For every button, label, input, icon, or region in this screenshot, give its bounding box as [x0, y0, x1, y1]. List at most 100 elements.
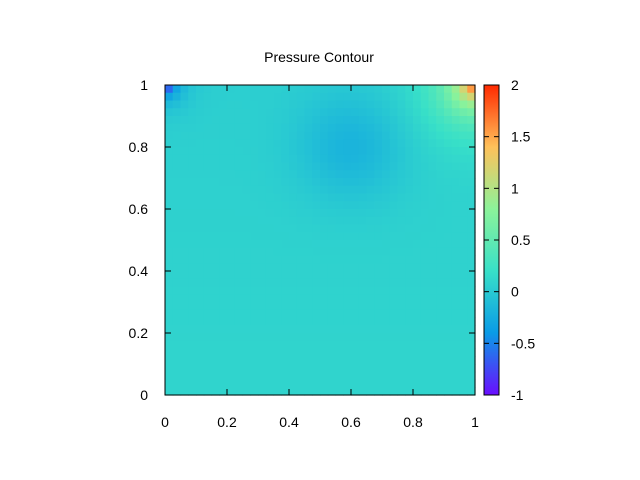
heatmap-cell — [281, 278, 290, 288]
heatmap-cell — [366, 286, 375, 295]
heatmap-cell — [289, 147, 298, 156]
heatmap-cell — [180, 193, 189, 202]
heatmap-cell — [405, 154, 414, 164]
heatmap-cell — [250, 325, 259, 334]
heatmap-cell — [467, 216, 476, 226]
heatmap-cell — [196, 278, 205, 288]
heatmap-cell — [312, 302, 321, 311]
heatmap-cell — [389, 193, 399, 202]
heatmap-cell — [227, 302, 236, 311]
heatmap-cell — [451, 178, 461, 187]
heatmap-cell — [436, 309, 445, 319]
heatmap-cell — [234, 170, 244, 179]
heatmap-cell — [320, 317, 329, 326]
heatmap-cell — [296, 216, 306, 226]
heatmap-cell — [358, 209, 368, 218]
heatmap-cell — [451, 309, 461, 319]
heatmap-cell — [172, 85, 182, 94]
heatmap-cell — [343, 209, 352, 218]
heatmap-cell — [451, 271, 461, 280]
heatmap-cell — [444, 309, 453, 319]
heatmap-cell — [405, 263, 414, 272]
heatmap-cell — [382, 154, 391, 164]
heatmap-cell — [188, 85, 197, 94]
heatmap-cell — [242, 178, 251, 187]
heatmap-cell — [234, 85, 244, 94]
heatmap-cell — [358, 147, 368, 156]
heatmap-cell — [296, 209, 306, 218]
heatmap-cell — [258, 232, 267, 241]
heatmap-cell — [211, 294, 220, 303]
heatmap-cell — [296, 85, 306, 94]
heatmap-cell — [389, 201, 399, 210]
heatmap-cell — [250, 317, 259, 326]
heatmap-cell — [366, 209, 375, 218]
heatmap-cell — [227, 364, 236, 373]
heatmap-cell — [327, 185, 337, 195]
heatmap-cell — [312, 317, 321, 326]
heatmap-cell — [436, 178, 445, 187]
heatmap-cell — [289, 278, 298, 288]
heatmap-cell — [358, 340, 368, 350]
heatmap-cell — [467, 333, 476, 342]
heatmap-cell — [281, 371, 290, 381]
heatmap-cell — [451, 209, 461, 218]
heatmap-cell — [250, 387, 259, 396]
heatmap-cell — [351, 255, 360, 264]
heatmap-cell — [420, 371, 430, 381]
heatmap-cell — [405, 131, 414, 140]
heatmap-cell — [467, 271, 476, 280]
heatmap-cell — [165, 309, 174, 319]
heatmap-cell — [180, 100, 189, 109]
heatmap-cell — [242, 364, 251, 373]
heatmap-cell — [196, 263, 205, 272]
heatmap-cell — [382, 162, 391, 171]
chart-title: Pressure Contour — [264, 49, 374, 65]
heatmap-cell — [351, 170, 360, 179]
colorbar-tick-label: -0.5 — [511, 335, 535, 351]
heatmap-cell — [203, 309, 213, 319]
heatmap-cell — [343, 92, 352, 102]
heatmap-cell — [428, 278, 437, 288]
heatmap-cell — [459, 379, 468, 388]
heatmap-cell — [451, 201, 461, 210]
heatmap-cell — [397, 247, 406, 257]
heatmap-cell — [451, 147, 461, 156]
heatmap-cell — [436, 247, 445, 257]
heatmap-cell — [327, 224, 337, 233]
heatmap-cell — [219, 154, 228, 164]
heatmap-cell — [382, 216, 391, 226]
heatmap-cell — [289, 92, 298, 102]
heatmap-cell — [389, 85, 399, 94]
heatmap-cell — [343, 162, 352, 171]
heatmap-cell — [172, 271, 182, 280]
heatmap-cell — [172, 232, 182, 241]
heatmap-cell — [172, 108, 182, 117]
x-tick-label: 0.8 — [403, 414, 423, 430]
heatmap-cell — [343, 255, 352, 264]
heatmap-cell — [281, 224, 290, 233]
heatmap-cell — [273, 185, 282, 195]
heatmap-cell — [258, 185, 267, 195]
x-tick-label: 0 — [161, 414, 169, 430]
heatmap-cell — [343, 193, 352, 202]
heatmap-cell — [351, 240, 360, 249]
heatmap-cell — [327, 333, 337, 342]
heatmap-cell — [227, 286, 236, 295]
heatmap-cell — [242, 333, 251, 342]
heatmap-cell — [467, 92, 476, 102]
heatmap-cell — [289, 333, 298, 342]
heatmap-cell — [351, 116, 360, 125]
heatmap-cell — [242, 209, 251, 218]
heatmap-cell — [459, 309, 468, 319]
heatmap-cell — [335, 271, 344, 280]
heatmap-cell — [420, 108, 430, 117]
heatmap-cell — [382, 224, 391, 233]
heatmap-cell — [397, 302, 406, 311]
heatmap-cell — [165, 356, 174, 365]
heatmap-cell — [320, 85, 329, 94]
heatmap-cell — [327, 85, 337, 94]
heatmap-cell — [258, 108, 267, 117]
heatmap-cell — [172, 309, 182, 319]
heatmap-cell — [320, 379, 329, 388]
